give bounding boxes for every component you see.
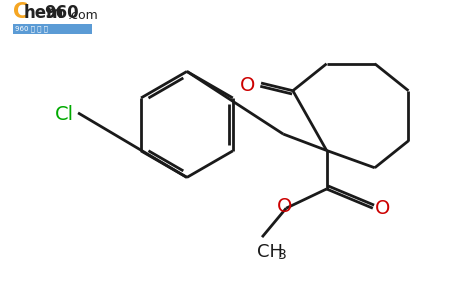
Text: .com: .com: [67, 9, 98, 22]
Bar: [12, 24, 91, 34]
Text: CH: CH: [257, 243, 283, 260]
Text: hem: hem: [23, 4, 64, 22]
Text: Cl: Cl: [55, 105, 74, 124]
Text: O: O: [276, 197, 292, 216]
Text: 960 化 工 网: 960 化 工 网: [16, 26, 48, 32]
Text: 3: 3: [278, 248, 287, 263]
Text: O: O: [375, 199, 390, 218]
Text: O: O: [240, 76, 255, 96]
Text: C: C: [12, 2, 28, 22]
Text: 960: 960: [45, 4, 79, 22]
